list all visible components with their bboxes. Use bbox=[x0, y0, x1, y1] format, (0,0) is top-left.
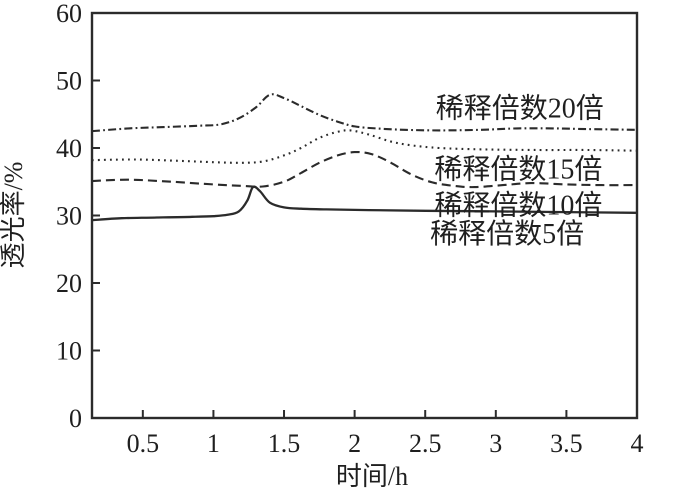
series-lines bbox=[91, 93, 638, 222]
x-tick-label: 0.5 bbox=[127, 429, 160, 458]
curve-label: 稀释倍数20倍 bbox=[436, 93, 604, 125]
x-tick-label: 4 bbox=[631, 429, 644, 458]
y-axis-title: 透光率/% bbox=[0, 162, 28, 269]
x-tick-label: 3.5 bbox=[550, 429, 583, 458]
y-tick-label: 60 bbox=[56, 0, 82, 28]
y-tick-label: 50 bbox=[56, 67, 82, 96]
y-tick-label: 30 bbox=[56, 202, 82, 231]
curve-label: 稀释倍数10倍 bbox=[434, 190, 602, 222]
x-tick-label: 2 bbox=[348, 429, 361, 458]
x-tick-label: 1 bbox=[207, 429, 220, 458]
x-axis-title: 时间/h bbox=[336, 462, 408, 491]
y-tick-label: 40 bbox=[56, 134, 82, 163]
y-tick-label: 20 bbox=[56, 269, 82, 298]
y-tick-label: 0 bbox=[69, 404, 82, 433]
y-axis-ticks: 0 10 20 30 40 50 60 bbox=[56, 0, 100, 433]
y-tick-label: 10 bbox=[56, 337, 82, 366]
x-tick-label: 3 bbox=[489, 429, 502, 458]
series-line-dashed bbox=[91, 150, 638, 189]
series-line-dash-dot bbox=[91, 93, 638, 133]
curve-label: 稀释倍数15倍 bbox=[434, 153, 602, 185]
x-tick-label: 1.5 bbox=[268, 429, 301, 458]
series-line-dotted bbox=[91, 129, 638, 164]
x-tick-label: 2.5 bbox=[409, 429, 442, 458]
series-line-solid bbox=[91, 185, 638, 222]
x-axis-ticks: 0.5 1 1.5 2 2.5 3 3.5 4 bbox=[127, 410, 644, 458]
curve-label: 稀释倍数5倍 bbox=[430, 218, 584, 250]
